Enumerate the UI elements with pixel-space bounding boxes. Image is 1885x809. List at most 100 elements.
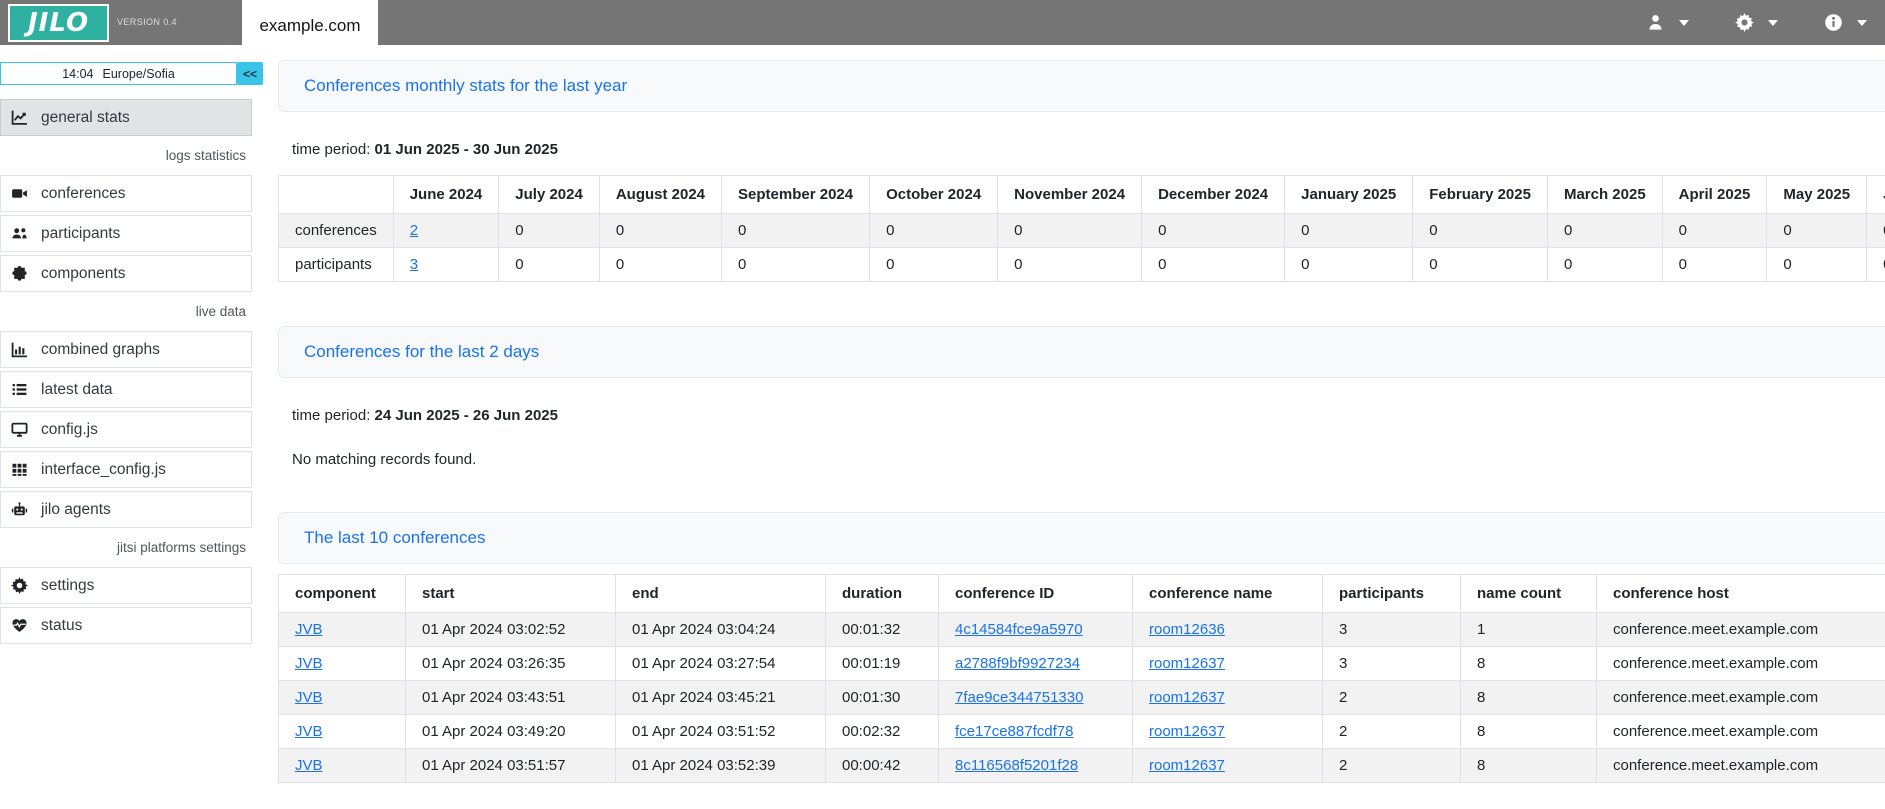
robot-icon xyxy=(11,501,30,518)
row-label: participants xyxy=(278,247,394,282)
month-value-cell: 0 xyxy=(1661,213,1768,248)
table-row: JVB 01 Apr 2024 03:51:57 01 Apr 2024 03:52… xyxy=(278,748,1885,783)
cell-participants: 2 xyxy=(1322,714,1461,749)
cell-component: JVB xyxy=(278,612,406,647)
chevron-down-icon xyxy=(1679,19,1689,26)
column-header-component: component xyxy=(278,574,406,613)
cell-start: 01 Apr 2024 03:26:35 xyxy=(405,646,616,681)
month-value-cell: 0 xyxy=(1546,213,1663,248)
conference-name-link[interactable]: room12637 xyxy=(1149,689,1225,706)
sidebar-item-label: settings xyxy=(41,576,95,594)
month-column-header: October 2024 xyxy=(869,175,999,214)
app-logo: JILO xyxy=(8,4,109,42)
sidebar-item-label: combined graphs xyxy=(41,340,160,358)
conference-id-link[interactable]: a2788f9bf9927234 xyxy=(955,655,1081,672)
month-value-cell: 0 xyxy=(598,247,723,282)
sidebar-item-label: interface_config.js xyxy=(41,460,166,478)
chevron-down-icon xyxy=(1857,19,1867,26)
month-value-cell: 0 xyxy=(1141,213,1286,248)
sidebar-item-label: status xyxy=(41,616,83,634)
month-column-header: January 2025 xyxy=(1284,175,1414,214)
month-value-cell: 0 xyxy=(721,247,871,282)
sidebar-item-participants[interactable]: participants xyxy=(0,215,252,252)
clock-display: 14:04 Europe/Sofia xyxy=(0,62,237,85)
month-value-cell: 0 xyxy=(1866,247,1885,282)
sidebar-collapse-button[interactable]: << xyxy=(237,62,263,85)
month-column-header: September 2024 xyxy=(721,175,871,214)
settings-menu[interactable] xyxy=(1735,13,1778,32)
platform-tab[interactable]: example.com xyxy=(242,0,378,52)
sidebar-item-combined-graphs[interactable]: combined graphs xyxy=(0,331,252,368)
cell-conference-host: conference.meet.example.com xyxy=(1596,680,1885,715)
sidebar-item-label: conferences xyxy=(41,184,126,202)
component-link[interactable]: JVB xyxy=(295,723,323,740)
column-header-conference-id: conference ID xyxy=(938,574,1133,613)
sidebar-item-config-js[interactable]: config.js xyxy=(0,411,252,448)
conference-id-link[interactable]: 8c116568f5201f28 xyxy=(955,757,1079,774)
column-header-duration: duration xyxy=(825,574,939,613)
cell-duration: 00:01:30 xyxy=(825,680,939,715)
cell-duration: 00:00:42 xyxy=(825,748,939,783)
user-icon xyxy=(1646,13,1665,32)
cell-start: 01 Apr 2024 03:43:51 xyxy=(405,680,616,715)
month-value-cell: 0 xyxy=(1866,213,1885,248)
sidebar-item-settings[interactable]: settings xyxy=(0,567,252,604)
month-value-cell: 0 xyxy=(598,213,723,248)
cell-name-count: 8 xyxy=(1460,646,1597,681)
user-menu[interactable] xyxy=(1646,13,1689,32)
conference-name-link[interactable]: room12636 xyxy=(1149,621,1225,638)
conference-id-link[interactable]: 7fae9ce344751330 xyxy=(955,689,1084,706)
sidebar-item-latest-data[interactable]: latest data xyxy=(0,371,252,408)
cell-start: 01 Apr 2024 03:51:57 xyxy=(405,748,616,783)
info-menu[interactable] xyxy=(1824,13,1867,32)
month-value-cell: 0 xyxy=(1284,247,1414,282)
conference-id-link[interactable]: fce17ce887fcdf78 xyxy=(955,723,1074,740)
conference-id-link[interactable]: 4c14584fce9a5970 xyxy=(955,621,1083,638)
month-column-header: February 2025 xyxy=(1412,175,1548,214)
empty-column-header xyxy=(278,175,394,214)
month-column-header: May 2025 xyxy=(1766,175,1868,214)
column-header-end: end xyxy=(615,574,826,613)
month-value-cell: 0 xyxy=(1766,247,1868,282)
column-header-participants: participants xyxy=(1322,574,1461,613)
component-link[interactable]: JVB xyxy=(295,655,323,672)
gear-icon xyxy=(11,577,30,594)
monthly-stats-table: June 2024 July 2024 August 2024 September 2… xyxy=(278,175,1885,282)
sidebar-item-status[interactable]: status xyxy=(0,607,252,644)
cell-component: JVB xyxy=(278,714,406,749)
table-row: JVB 01 Apr 2024 03:49:20 01 Apr 2024 03:51… xyxy=(278,714,1885,749)
sidebar-item-general-stats[interactable]: general stats xyxy=(0,99,252,136)
sidebar-item-jilo-agents[interactable]: jilo agents xyxy=(0,491,252,528)
table-row: JVB 01 Apr 2024 03:43:51 01 Apr 2024 03:45… xyxy=(278,680,1885,715)
cell-start: 01 Apr 2024 03:02:52 xyxy=(405,612,616,647)
video-camera-icon xyxy=(11,185,30,202)
conference-name-link[interactable]: room12637 xyxy=(1149,655,1225,672)
main-content: Conferences monthly stats for the last y… xyxy=(278,45,1885,783)
sidebar-item-conferences[interactable]: conferences xyxy=(0,175,252,212)
participants-count-link[interactable]: 3 xyxy=(409,256,419,273)
column-header-start: start xyxy=(405,574,616,613)
conference-name-link[interactable]: room12637 xyxy=(1149,723,1225,740)
users-icon xyxy=(11,225,30,242)
clock-widget: 14:04 Europe/Sofia << xyxy=(0,62,263,85)
no-records-message: No matching records found. xyxy=(292,451,477,468)
month-value-cell: 0 xyxy=(997,213,1143,248)
conference-name-link[interactable]: room12637 xyxy=(1149,757,1225,774)
cell-component: JVB xyxy=(278,748,406,783)
month-value-cell: 0 xyxy=(1661,247,1768,282)
monthly-time-period-value: 01 Jun 2025 - 30 Jun 2025 xyxy=(374,141,558,158)
table-row: participants3000000000000 xyxy=(278,247,1885,282)
component-link[interactable]: JVB xyxy=(295,757,323,774)
cell-conference-id: fce17ce887fcdf78 xyxy=(938,714,1133,749)
component-link[interactable]: JVB xyxy=(295,621,323,638)
cell-component: JVB xyxy=(278,680,406,715)
conferences-count-link[interactable]: 2 xyxy=(409,222,419,239)
sidebar-item-components[interactable]: components xyxy=(0,255,252,292)
component-link[interactable]: JVB xyxy=(295,689,323,706)
last-conferences-table: component start end duration conference ID co… xyxy=(278,574,1885,783)
sidebar-item-interface-config-js[interactable]: interface_config.js xyxy=(0,451,252,488)
cell-end: 01 Apr 2024 03:51:52 xyxy=(615,714,826,749)
cell-name-count: 8 xyxy=(1460,714,1597,749)
sidebar-section-label-live-data: live data xyxy=(195,304,246,319)
month-column-header: December 2024 xyxy=(1141,175,1286,214)
